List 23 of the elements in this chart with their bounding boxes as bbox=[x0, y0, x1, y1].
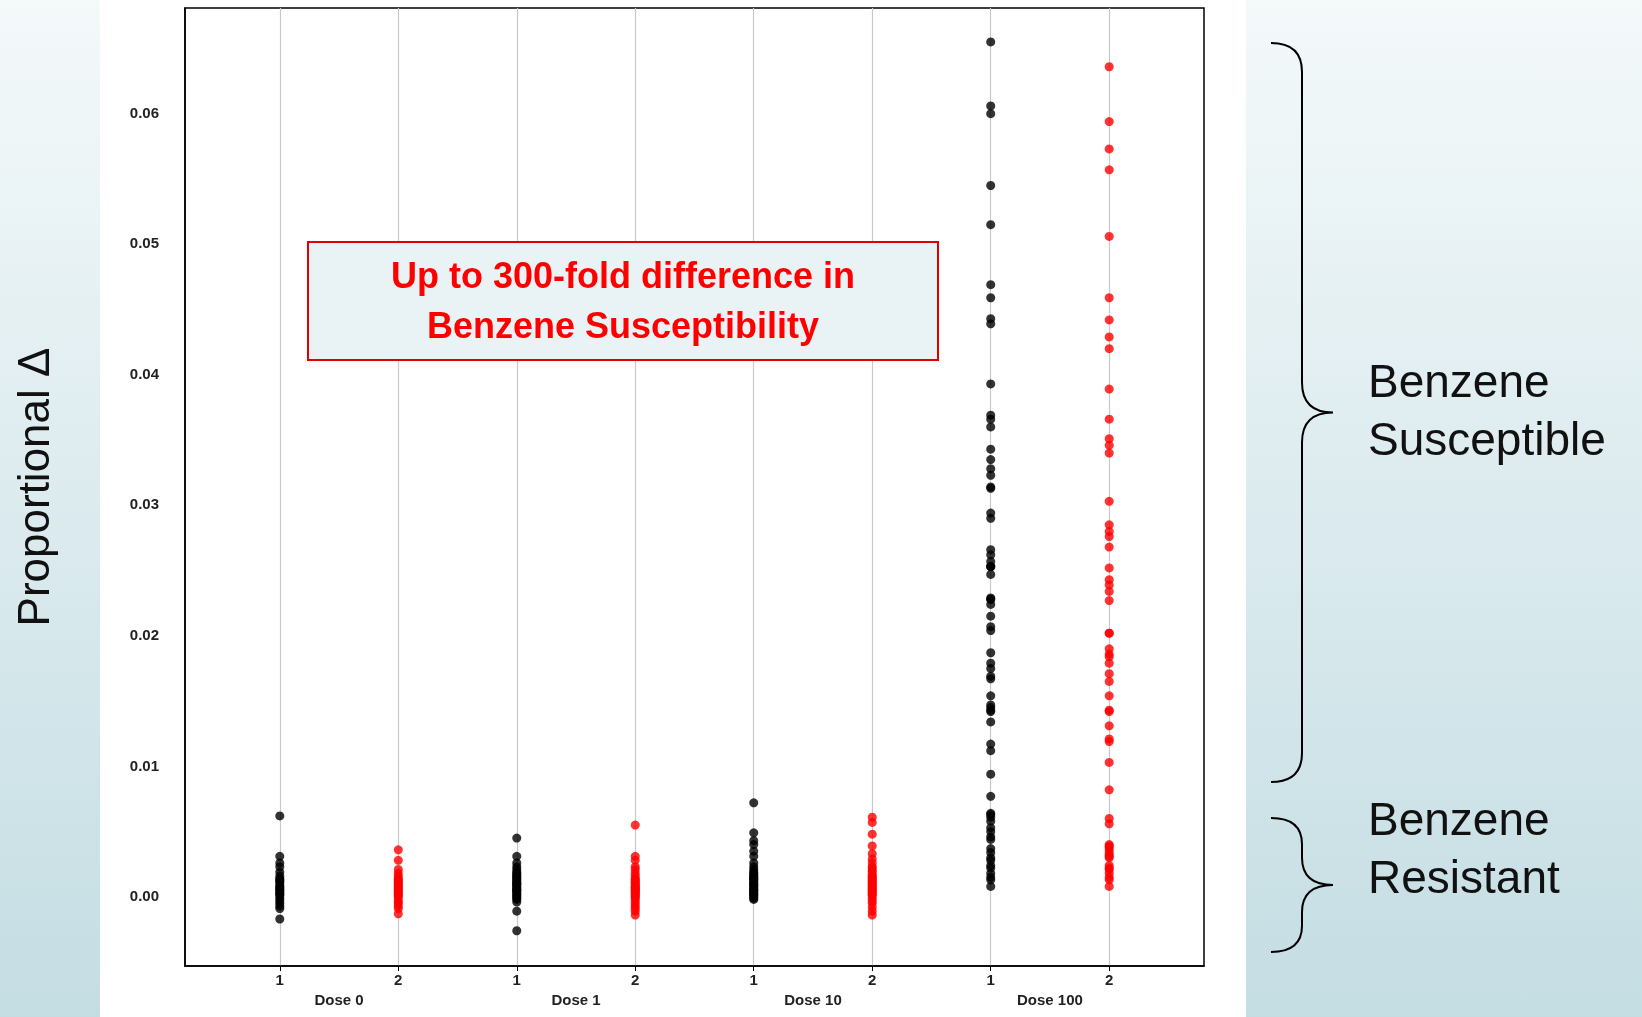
text: Benzene Susceptible bbox=[1368, 354, 1607, 467]
text: 1 bbox=[275, 971, 284, 988]
y-tick-label: 0.06 bbox=[129, 103, 159, 121]
y-axis-title: Proportional Δ bbox=[8, 347, 58, 627]
y-tick-label: 0.03 bbox=[129, 495, 159, 513]
x-tick-label: Dose 10 bbox=[784, 991, 842, 1008]
y-tick-label: 0.02 bbox=[129, 625, 159, 643]
text: 2 bbox=[868, 971, 877, 988]
text: 1 bbox=[512, 971, 521, 988]
text: Benzene Resistant bbox=[1368, 792, 1561, 905]
y-tick-label: 0.01 bbox=[129, 756, 159, 774]
y-tick-label: 0.04 bbox=[129, 364, 160, 382]
note-box: Up to 300-fold difference in Benzene Susceptibility bbox=[307, 241, 939, 361]
x-tick-label: Dose 100 bbox=[1017, 991, 1083, 1008]
text: 1 bbox=[749, 971, 758, 988]
text: 1 bbox=[986, 971, 995, 988]
y-tick-label: 0.00 bbox=[129, 887, 159, 905]
x-tick-label: Dose 1 bbox=[551, 991, 601, 1008]
x-tick-label: Dose 0 bbox=[314, 991, 364, 1008]
y-tick-label: 0.05 bbox=[129, 234, 159, 252]
text: 2 bbox=[631, 971, 640, 988]
text: 2 bbox=[1105, 971, 1114, 988]
text: 2 bbox=[394, 971, 403, 988]
